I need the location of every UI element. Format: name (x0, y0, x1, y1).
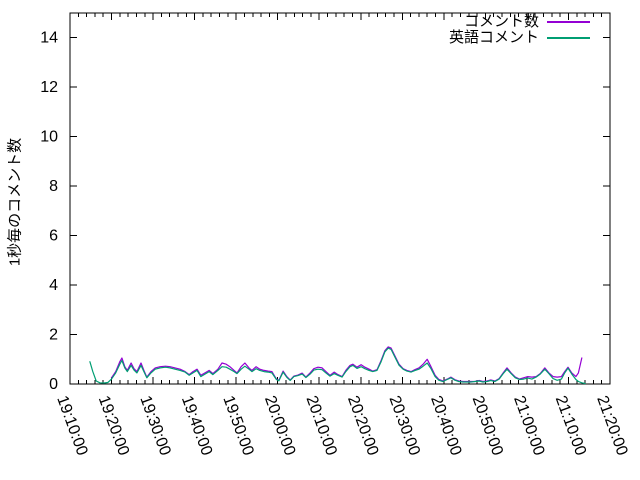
x-tick-label: 21:10:00 (552, 394, 589, 458)
series-line-0 (110, 346, 583, 383)
x-tick-label: 19:50:00 (219, 394, 256, 458)
legend-line-sample-purple (547, 21, 590, 23)
x-tick-label: 19:20:00 (95, 394, 132, 458)
x-tick-label: 20:30:00 (386, 394, 423, 458)
legend: コメント数 英語コメント (449, 14, 590, 46)
plot-border (69, 12, 611, 385)
y-tick-label: 6 (49, 228, 58, 245)
legend-line-sample-green (547, 37, 590, 39)
y-tick-label: 0 (49, 376, 58, 393)
y-tick-label: 8 (49, 178, 58, 195)
x-tick-label: 20:10:00 (302, 394, 339, 458)
legend-item-label: コメント数 (463, 13, 539, 30)
y-tick-label: 14 (40, 30, 58, 47)
series-line-1 (89, 347, 586, 385)
y-tick-label: 10 (40, 129, 58, 146)
x-tick-label: 19:30:00 (136, 394, 173, 458)
x-tick-label: 21:00:00 (510, 394, 547, 458)
x-tick-label: 20:20:00 (344, 394, 381, 458)
x-tick-label: 20:00:00 (261, 394, 298, 458)
y-tick-label: 12 (40, 79, 58, 96)
x-tick-label: 19:40:00 (178, 394, 215, 458)
x-tick-label: 21:20:00 (593, 394, 630, 458)
y-tick-label: 2 (49, 327, 58, 344)
x-tick-label: 19:10:00 (53, 394, 90, 458)
y-tick-label: 4 (49, 277, 58, 294)
y-axis-label: 1秒毎のコメント数 (6, 137, 24, 267)
legend-item-label: 英語コメント (448, 29, 539, 46)
legend-item-english-comments: 英語コメント (449, 30, 590, 46)
x-tick-label: 20:50:00 (469, 394, 506, 458)
x-tick-label: 20:40:00 (427, 394, 464, 458)
legend-item-comment-count: コメント数 (449, 14, 590, 30)
